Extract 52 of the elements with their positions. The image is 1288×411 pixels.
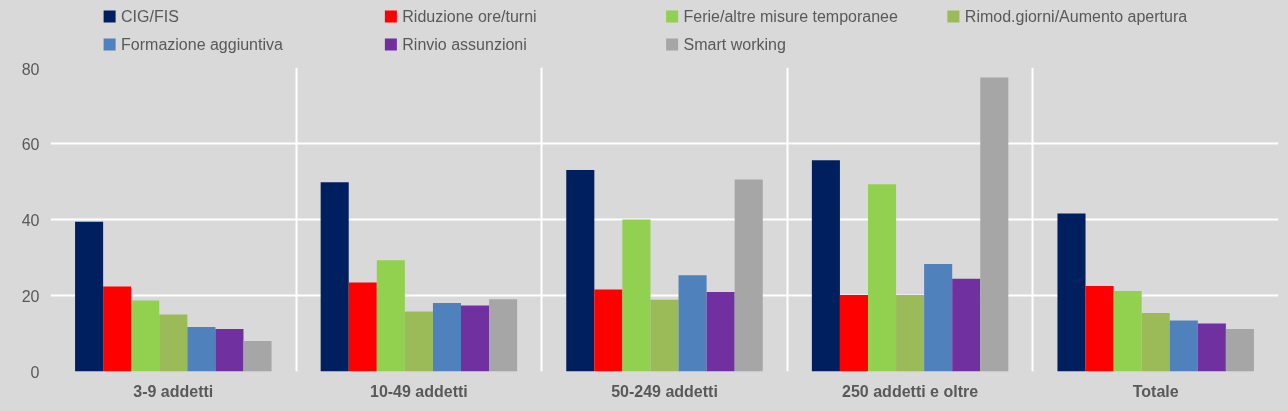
bar	[1141, 312, 1170, 372]
bar	[868, 184, 897, 372]
bar	[1057, 213, 1086, 372]
y-tick-label: 80	[21, 60, 40, 78]
bar	[594, 289, 623, 372]
bar	[489, 299, 518, 372]
x-tick-label: Totale	[1132, 382, 1179, 400]
bar	[1169, 320, 1198, 372]
bar	[1225, 328, 1254, 372]
legend-label: Rimod.giorni/Aumento apertura	[964, 8, 1188, 25]
y-tick-label: 20	[21, 287, 40, 305]
bar	[103, 286, 132, 372]
bar	[952, 278, 981, 372]
legend-label: CIG/FIS	[121, 8, 179, 25]
bar	[839, 295, 868, 372]
bar	[1197, 323, 1226, 372]
legend-label: Smart working	[683, 36, 786, 53]
y-tick-label: 60	[21, 135, 40, 153]
bar	[461, 305, 490, 372]
bar	[811, 160, 840, 372]
bar	[1085, 286, 1114, 372]
bar	[896, 295, 925, 372]
x-tick-label: 50-249 addetti	[611, 382, 718, 400]
bar	[566, 170, 595, 372]
legend-label: Riduzione ore/turni	[402, 8, 537, 25]
bar	[348, 282, 377, 372]
x-tick-label: 10-49 addetti	[369, 382, 468, 400]
bar	[215, 328, 244, 372]
bar	[131, 300, 160, 372]
bar	[734, 179, 763, 372]
bar	[678, 275, 707, 372]
bar	[924, 263, 953, 372]
bar	[622, 219, 651, 372]
bar	[376, 260, 405, 372]
bar	[980, 77, 1009, 372]
bar	[320, 182, 349, 372]
legend-label: Rinvio assunzioni	[402, 36, 527, 53]
bar	[243, 341, 272, 372]
legend-label: Ferie/altre misure temporanee	[683, 8, 898, 25]
legend-label: Formazione aggiuntiva	[121, 36, 284, 53]
bar	[187, 327, 216, 372]
bar	[1113, 290, 1142, 372]
bar	[432, 303, 461, 372]
bar	[75, 221, 104, 372]
y-tick-label: 40	[21, 211, 40, 229]
bar	[404, 311, 433, 372]
bar	[650, 299, 679, 372]
bar	[159, 314, 188, 372]
x-tick-label: 3-9 addetti	[133, 382, 214, 400]
x-tick-label: 250 addetti e oltre	[842, 382, 979, 400]
bar	[706, 292, 735, 372]
y-tick-label: 0	[30, 363, 40, 381]
